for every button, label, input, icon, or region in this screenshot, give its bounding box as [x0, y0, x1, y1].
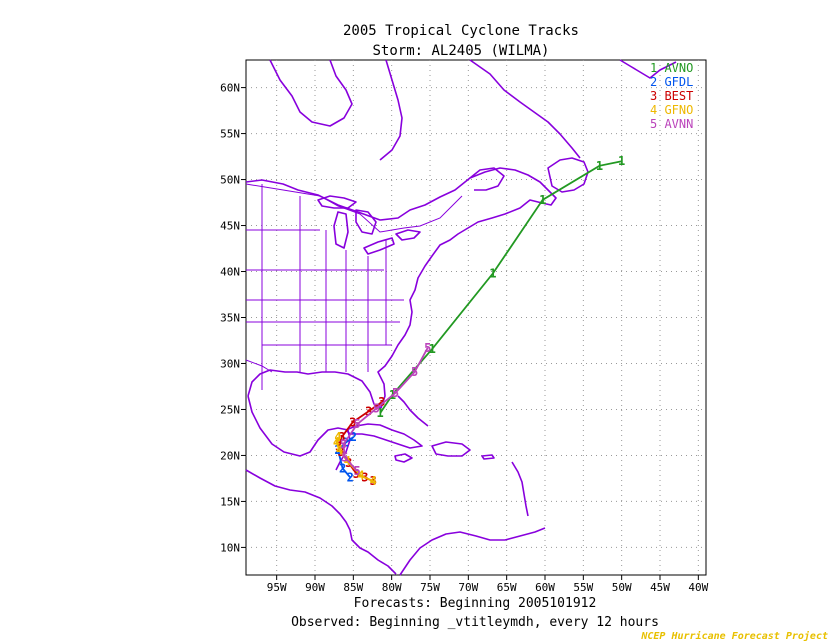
greenland-tip — [619, 59, 677, 79]
x-tick-label: 45W — [650, 581, 670, 594]
chart-subtitle: Storm: AL2405 (WILMA) — [372, 43, 549, 59]
track-point-marker: 3 — [365, 404, 372, 418]
track-point-marker: 5 — [392, 386, 399, 400]
track-point-marker: 5 — [411, 365, 418, 379]
mexico-coast — [247, 395, 351, 471]
y-tick-label: 35N — [220, 312, 240, 325]
track-point-marker: 5 — [373, 402, 380, 416]
x-tick-label: 65W — [497, 581, 517, 594]
track-point-marker: 2 — [334, 443, 341, 457]
track-point-marker: 5 — [424, 341, 431, 355]
track-point-marker: 2 — [347, 471, 354, 485]
track-point-marker: 5 — [341, 450, 348, 464]
track-point-marker: 4 — [336, 443, 343, 457]
bahamas — [397, 395, 429, 427]
track-point-marker: 4 — [334, 430, 341, 444]
y-tick-label: 15N — [220, 495, 240, 508]
track-point-marker: 1 — [377, 406, 384, 420]
track-point-marker: 1 — [618, 154, 625, 168]
legend-entry: 2 GFDL — [650, 75, 693, 89]
us-canada-border — [245, 183, 463, 233]
y-tick-label: 50N — [220, 174, 240, 187]
forecast-caption: Forecasts: Beginning 2005101912 — [354, 596, 597, 611]
track-point-marker: 5 — [354, 464, 361, 478]
lake-superior — [317, 195, 357, 209]
y-tick-label: 45N — [220, 220, 240, 233]
x-tick-label: 70W — [458, 581, 478, 594]
legend-entry: 3 BEST — [650, 89, 693, 103]
y-tick-label: 60N — [220, 82, 240, 95]
legend-entry: 4 GFNO — [650, 103, 693, 117]
hudson-bay — [269, 59, 353, 127]
hispaniola — [431, 441, 471, 457]
y-tick-label: 55N — [220, 128, 240, 141]
us-mexico-border — [245, 359, 273, 373]
central-america-coast — [245, 469, 397, 575]
caribbean-south-coast — [399, 527, 546, 576]
x-tick-label: 85W — [343, 581, 363, 594]
track-point-marker: 1 — [539, 193, 546, 207]
labrador-coast — [469, 59, 581, 159]
y-tick-label: 30N — [220, 357, 240, 370]
track-line-4 — [335, 436, 374, 483]
track-point-marker: 3 — [338, 430, 345, 444]
track-point-marker: 5 — [340, 437, 347, 451]
x-tick-label: 95W — [267, 581, 287, 594]
x-tick-label: 75W — [420, 581, 440, 594]
legend-entry: 5 AVNN — [650, 117, 693, 131]
track-point-marker: 3 — [378, 395, 385, 409]
track-point-marker: 2 — [350, 430, 357, 444]
track-point-marker: 4 — [370, 474, 377, 488]
track-line-2 — [336, 436, 354, 479]
track-point-marker: 4 — [357, 469, 364, 483]
credit-text: NCEP Hurricane Forecast Project — [640, 630, 828, 642]
track-point-marker: 5 — [354, 417, 361, 431]
track-point-marker: 2 — [339, 461, 346, 475]
y-tick-label: 25N — [220, 403, 240, 416]
x-tick-label: 90W — [305, 581, 325, 594]
track-point-marker: 1 — [489, 266, 496, 280]
y-tick-label: 20N — [220, 449, 240, 462]
gridlines — [246, 60, 706, 575]
x-tick-label: 55W — [573, 581, 593, 594]
james-bay — [379, 59, 403, 161]
lake-michigan — [333, 211, 349, 249]
track-line-5 — [342, 347, 429, 472]
lake-ontario — [395, 229, 421, 241]
land-outlines — [245, 59, 677, 576]
x-tick-label: 60W — [535, 581, 555, 594]
y-tick-label: 40N — [220, 266, 240, 279]
cuba — [345, 423, 423, 449]
x-tick-label: 50W — [612, 581, 632, 594]
observed-caption: Observed: Beginning _vtitleymdh, every 1… — [291, 615, 659, 630]
lake-huron — [355, 209, 377, 235]
y-tick-label: 10N — [220, 541, 240, 554]
jamaica — [394, 453, 413, 463]
newfoundland — [547, 157, 589, 193]
maritimes — [469, 167, 505, 191]
x-tick-label: 40W — [688, 581, 708, 594]
track-point-marker: 4 — [333, 436, 340, 450]
y-axis-ticks: 10N 15N 20N 25N 30N 35N 40N 45N 50N 55N 60N — [220, 82, 246, 554]
x-tick-label: 80W — [382, 581, 402, 594]
chart-title: 2005 Tropical Cyclone Tracks — [343, 23, 579, 39]
legend-entry: 1 AVNO — [650, 61, 693, 75]
lake-erie — [363, 237, 395, 255]
track-point-marker: 3 — [349, 415, 356, 429]
track-point-marker: 1 — [596, 159, 603, 173]
x-axis-ticks: 95W 90W 85W 80W 75W 70W 65W 60W 55W 50W 45W 40W — [267, 575, 709, 594]
political-borders — [245, 183, 463, 390]
north-america-coast — [245, 167, 557, 409]
track-point-marker: 3 — [353, 467, 360, 481]
puerto-rico — [481, 454, 495, 460]
lesser-antilles — [511, 461, 529, 517]
track-point-marker: 1 — [429, 342, 436, 356]
